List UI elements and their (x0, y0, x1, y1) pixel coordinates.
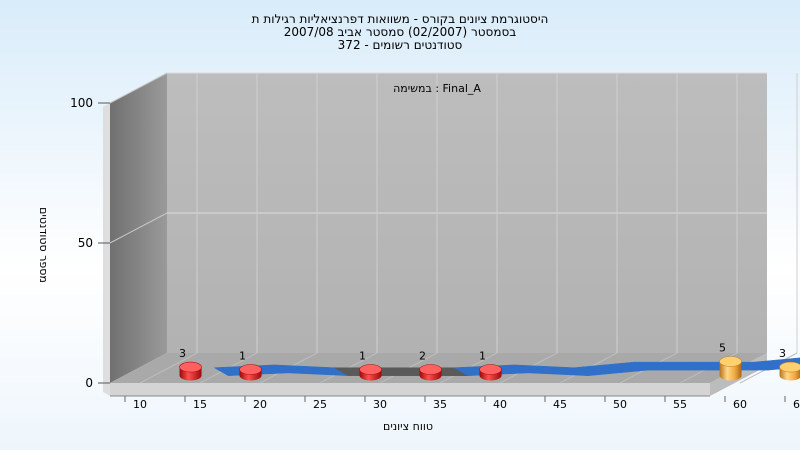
grid-line-horizontal (109, 212, 168, 244)
gridlines (109, 72, 800, 384)
bar-value-label: 1 (479, 350, 486, 363)
chart-title-line-3: סטודנטים רשומים - 372 (337, 38, 463, 52)
y-tick-label: 50 (78, 236, 93, 250)
bar-top (179, 361, 202, 373)
bar-top (359, 364, 382, 375)
x-tick-label: 45 (553, 398, 567, 411)
bar-body (719, 361, 742, 381)
grid-line-horizontal (109, 72, 168, 104)
bar-value-label: 1 (239, 350, 246, 363)
bar: 1 (239, 350, 262, 381)
chart-title-line-1: היסטוגרמת ציונים בקורס - משוואות דפרנציא… (251, 12, 549, 26)
bar-top (479, 364, 502, 375)
x-tick-label: 60 (733, 398, 747, 411)
x-tick-label: 55 (673, 398, 687, 411)
bar-top (419, 364, 442, 375)
x-axis-label: טווח ציונים (383, 420, 433, 433)
x-tick-label: 25 (313, 398, 327, 411)
y-axis-label: מספר סטודנטים (37, 207, 50, 283)
bar-top (779, 361, 800, 373)
y-tick-label: 0 (85, 376, 93, 390)
bar: 2 (419, 350, 442, 381)
x-tick-label: 10 (133, 398, 147, 411)
bar: 1 (359, 350, 382, 381)
floor-front-edge (110, 383, 710, 396)
x-tick-label: 20 (253, 398, 267, 411)
bar-value-label: 2 (419, 350, 426, 363)
floor-grid-line (139, 352, 198, 384)
bar: 3 (179, 347, 202, 381)
x-tick-label: 40 (493, 398, 507, 411)
bar-top (719, 356, 742, 367)
x-tick-label: 15 (193, 398, 207, 411)
x-tick-label: 35 (433, 398, 447, 411)
chart-annotation: במשימה : Final_A (393, 82, 481, 95)
bar: 5 (719, 342, 742, 381)
x-tick-label: 30 (373, 398, 387, 411)
bar-value-label: 3 (179, 347, 186, 360)
x-tick-label: 65 (793, 398, 800, 411)
y-axis: 0 50 100 (70, 96, 110, 390)
bar: 3 (779, 347, 800, 381)
x-tick-label: 50 (613, 398, 627, 411)
bar-series: 3112153910171936746541 (179, 342, 800, 381)
y-tick-label: 100 (70, 96, 93, 110)
left-wall-edge (103, 103, 110, 396)
bar-value-label: 5 (719, 342, 726, 355)
bar-value-label: 1 (359, 350, 366, 363)
bar: 1 (479, 350, 502, 381)
x-axis: 101520253035404550556065707580859095100 (110, 395, 800, 411)
bar-value-label: 3 (779, 347, 786, 360)
bar-top (239, 364, 262, 375)
chart-title-line-2: בסמסטר (02/2007) סמסטר אביב 2007/08 (283, 25, 517, 39)
